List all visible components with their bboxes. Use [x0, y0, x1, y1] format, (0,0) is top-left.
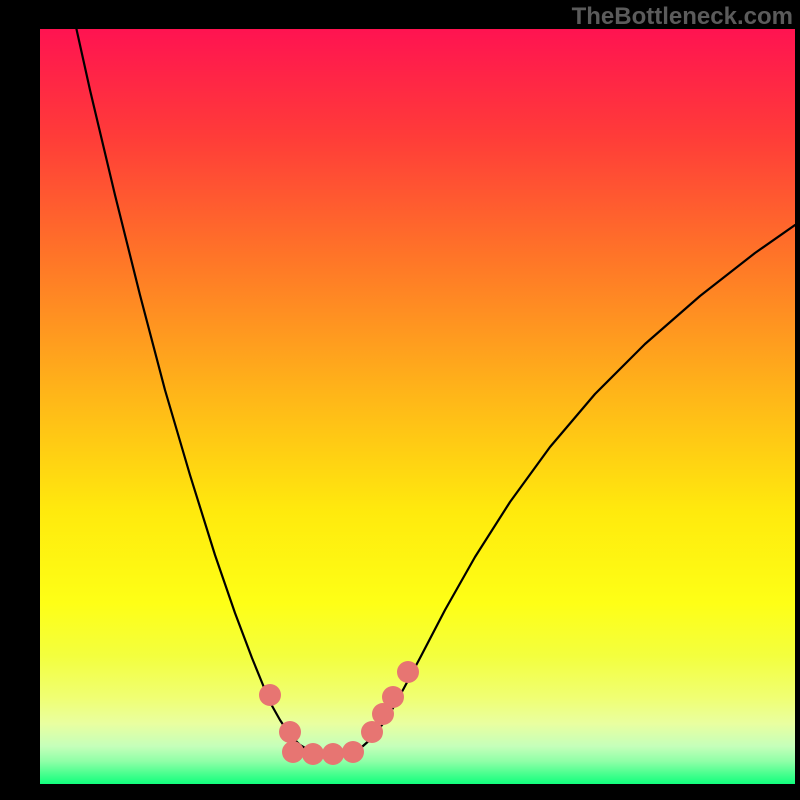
- data-marker: [282, 741, 304, 763]
- data-marker: [397, 661, 419, 683]
- bottleneck-curve: [70, 29, 795, 755]
- watermark-text: TheBottleneck.com: [572, 3, 793, 31]
- data-marker: [322, 743, 344, 765]
- data-marker: [382, 686, 404, 708]
- data-marker: [302, 743, 324, 765]
- data-marker: [259, 684, 281, 706]
- data-marker: [342, 741, 364, 763]
- marker-group: [259, 661, 419, 765]
- curve-layer: [40, 29, 795, 784]
- chart-container: TheBottleneck.com: [0, 0, 800, 800]
- data-marker: [279, 721, 301, 743]
- plot-area: [40, 29, 795, 784]
